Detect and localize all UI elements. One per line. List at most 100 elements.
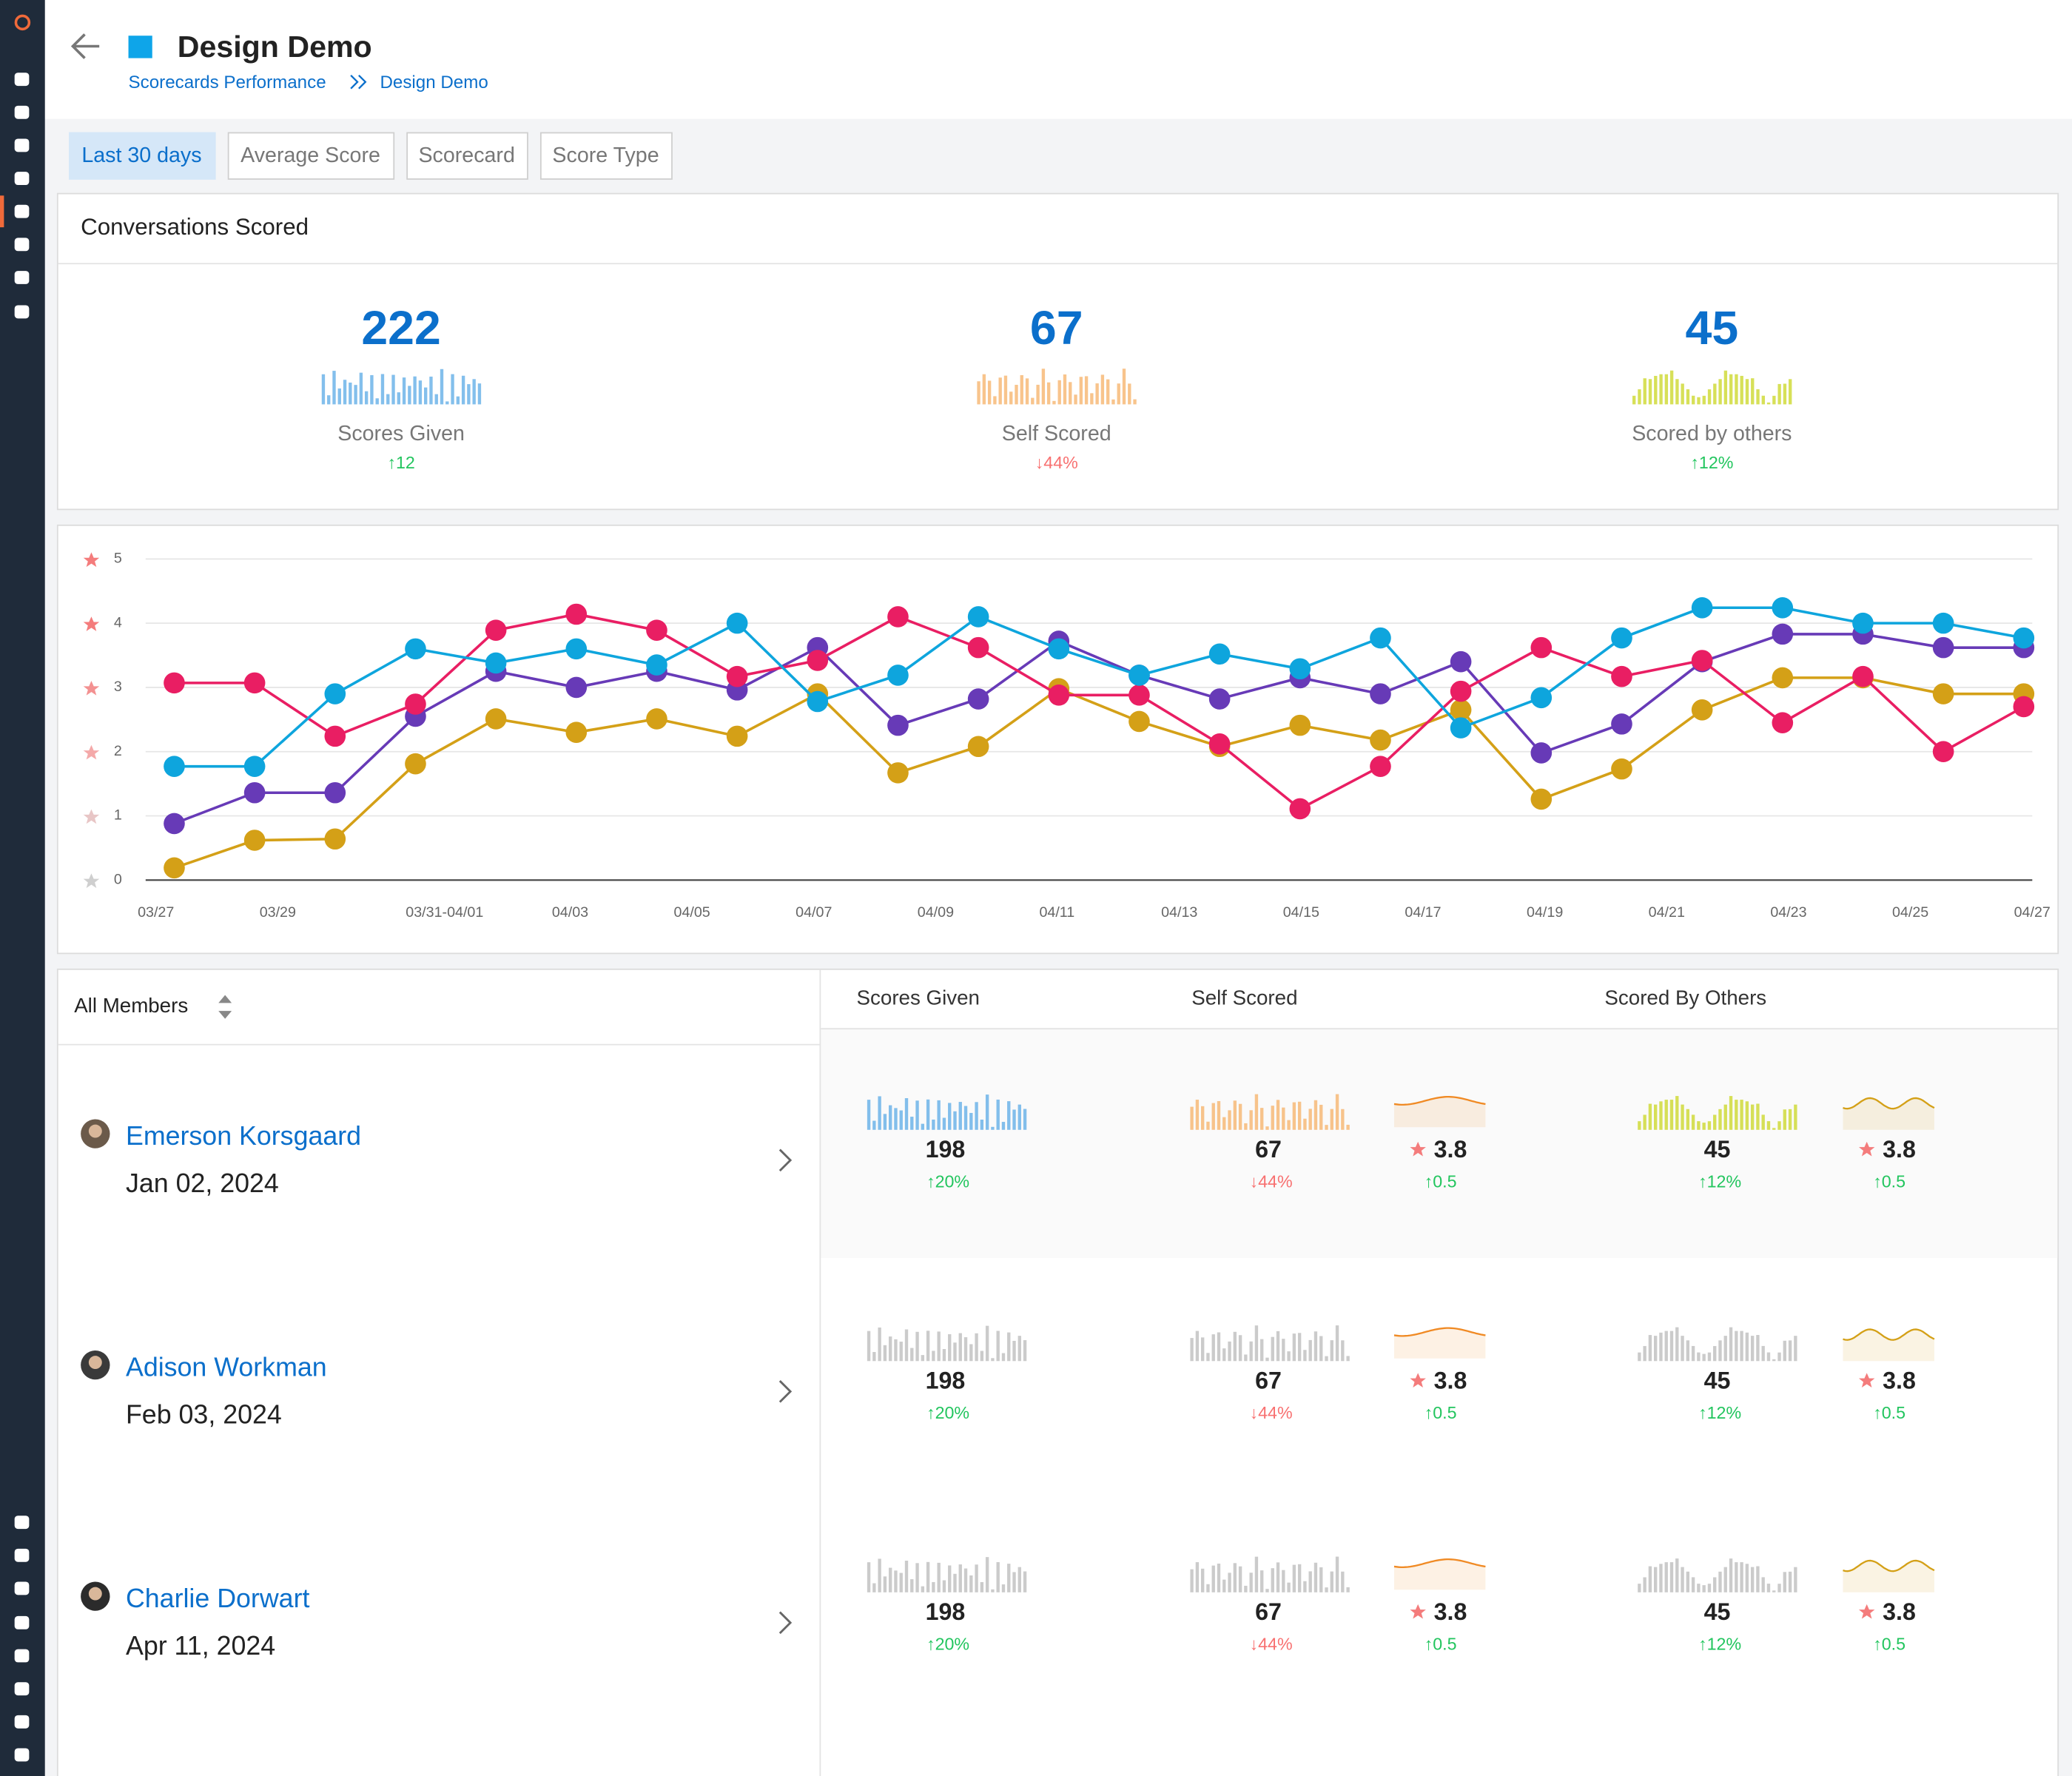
nav-icon[interactable] xyxy=(14,1548,30,1562)
data-point[interactable] xyxy=(1691,650,1713,671)
data-point[interactable] xyxy=(646,619,667,641)
data-point[interactable] xyxy=(1450,699,1472,721)
data-point[interactable] xyxy=(1530,687,1553,709)
nav-icon[interactable] xyxy=(14,1748,30,1762)
data-point[interactable] xyxy=(1932,636,1954,659)
data-point[interactable] xyxy=(1450,717,1472,739)
data-point[interactable] xyxy=(565,638,588,660)
data-point[interactable] xyxy=(1208,643,1231,665)
member-filter[interactable]: All Members xyxy=(74,994,188,1017)
data-point[interactable] xyxy=(1932,741,1954,762)
nav-icon[interactable] xyxy=(14,172,30,185)
data-point[interactable] xyxy=(887,762,909,784)
nav-icon[interactable] xyxy=(14,1682,30,1696)
data-point[interactable] xyxy=(565,603,588,625)
member-name[interactable]: Charlie Dorwart xyxy=(126,1584,310,1613)
logo[interactable] xyxy=(14,14,31,31)
data-point[interactable] xyxy=(1128,684,1150,706)
data-point[interactable] xyxy=(1852,665,1874,687)
data-point[interactable] xyxy=(1450,650,1472,673)
nav-icon[interactable] xyxy=(14,138,30,152)
data-point[interactable] xyxy=(485,619,507,641)
nav-icon[interactable] xyxy=(14,105,30,119)
sort-icon[interactable] xyxy=(218,995,232,1019)
data-point[interactable] xyxy=(1530,636,1553,659)
nav-icon[interactable] xyxy=(14,1649,30,1663)
data-point[interactable] xyxy=(1370,683,1391,704)
data-point[interactable] xyxy=(164,813,185,835)
data-point[interactable] xyxy=(1048,684,1070,706)
breadcrumb-link[interactable]: Scorecards Performance xyxy=(129,73,326,92)
nav-icon[interactable] xyxy=(14,271,30,284)
data-point[interactable] xyxy=(726,725,748,747)
data-point[interactable] xyxy=(967,688,989,710)
data-point[interactable] xyxy=(726,612,748,634)
data-point[interactable] xyxy=(1611,758,1632,780)
data-point[interactable] xyxy=(1370,627,1391,649)
data-point[interactable] xyxy=(2013,696,2035,718)
data-point[interactable] xyxy=(1128,665,1150,686)
data-point[interactable] xyxy=(967,636,989,659)
data-point[interactable] xyxy=(164,857,185,879)
data-point[interactable] xyxy=(1370,756,1391,777)
filter-button[interactable] xyxy=(539,132,673,180)
data-point[interactable] xyxy=(646,708,667,730)
data-point[interactable] xyxy=(243,672,266,694)
nav-icon[interactable] xyxy=(14,1715,30,1729)
data-point[interactable] xyxy=(807,690,829,713)
data-point[interactable] xyxy=(324,781,346,804)
data-point[interactable] xyxy=(1208,733,1231,755)
data-point[interactable] xyxy=(967,606,989,628)
filter-button[interactable] xyxy=(406,132,528,180)
data-point[interactable] xyxy=(726,665,748,687)
data-point[interactable] xyxy=(1530,788,1553,810)
data-point[interactable] xyxy=(485,652,507,674)
data-point[interactable] xyxy=(405,638,426,660)
data-point[interactable] xyxy=(1852,612,1874,634)
data-point[interactable] xyxy=(1772,597,1794,619)
data-point[interactable] xyxy=(887,714,909,736)
data-point[interactable] xyxy=(1772,623,1794,645)
data-point[interactable] xyxy=(324,683,346,704)
data-point[interactable] xyxy=(2013,627,2035,649)
data-point[interactable] xyxy=(1289,798,1311,820)
data-point[interactable] xyxy=(565,676,588,699)
data-point[interactable] xyxy=(887,665,909,686)
data-point[interactable] xyxy=(1772,667,1794,689)
row-chevron[interactable] xyxy=(778,1611,793,1635)
data-point[interactable] xyxy=(887,606,909,628)
nav-icon[interactable] xyxy=(14,238,30,252)
data-point[interactable] xyxy=(1128,710,1150,733)
data-point[interactable] xyxy=(164,756,185,777)
data-point[interactable] xyxy=(1530,742,1553,764)
data-point[interactable] xyxy=(646,654,667,676)
data-point[interactable] xyxy=(1932,683,1954,704)
nav-icon[interactable] xyxy=(14,73,30,87)
data-point[interactable] xyxy=(324,828,346,850)
data-point[interactable] xyxy=(1932,612,1954,634)
data-point[interactable] xyxy=(1611,627,1632,649)
nav-icon[interactable] xyxy=(14,1615,30,1629)
nav-icon[interactable] xyxy=(14,1516,30,1530)
data-point[interactable] xyxy=(1370,729,1391,751)
member-name[interactable]: Adison Workman xyxy=(126,1352,327,1382)
nav-icon[interactable] xyxy=(14,1581,30,1595)
data-point[interactable] xyxy=(405,753,426,775)
nav-icon[interactable] xyxy=(14,204,30,218)
data-point[interactable] xyxy=(324,725,346,747)
member-name[interactable]: Emerson Korsgaard xyxy=(126,1121,361,1151)
data-point[interactable] xyxy=(1611,713,1632,735)
data-point[interactable] xyxy=(1208,688,1231,710)
data-point[interactable] xyxy=(807,650,829,671)
data-point[interactable] xyxy=(485,708,507,730)
data-point[interactable] xyxy=(967,736,989,758)
data-point[interactable] xyxy=(1048,638,1070,660)
data-point[interactable] xyxy=(164,672,185,694)
data-point[interactable] xyxy=(1611,665,1632,687)
data-point[interactable] xyxy=(1691,699,1713,721)
row-chevron[interactable] xyxy=(778,1380,793,1403)
nav-icon[interactable] xyxy=(14,305,30,319)
data-point[interactable] xyxy=(1450,680,1472,702)
data-point[interactable] xyxy=(243,781,266,804)
data-point[interactable] xyxy=(243,756,266,777)
